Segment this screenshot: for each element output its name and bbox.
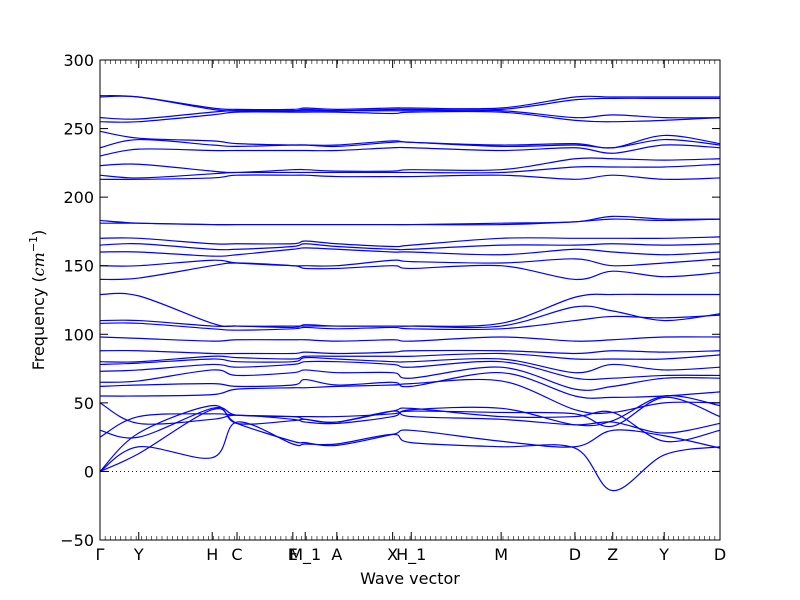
branch-line-20	[99, 247, 721, 257]
x-tick-label: D	[569, 545, 581, 564]
y-tick-label: −50	[60, 531, 94, 550]
branch-line-30	[99, 130, 721, 149]
branch-line-26	[99, 163, 721, 179]
branch-line-27	[99, 157, 721, 174]
branch-line-8	[99, 372, 721, 399]
branch-line-34	[99, 95, 720, 111]
branch-line-12	[99, 352, 721, 363]
branch-line-7	[99, 378, 721, 415]
branch-line-17	[99, 292, 720, 327]
x-tick-label: E	[288, 545, 298, 564]
y-tick-label: 0	[84, 462, 94, 481]
branch-line-18	[99, 262, 721, 281]
y-tick-label: 100	[63, 325, 94, 344]
x-tick-label: H_1	[396, 545, 426, 565]
x-axis-label: Wave vector	[360, 569, 460, 588]
y-tick-label: 300	[63, 51, 94, 70]
x-tick-label: Y	[133, 545, 144, 564]
branch-line-10	[99, 360, 721, 381]
plot-background	[100, 60, 720, 540]
branch-line-25	[99, 174, 721, 181]
x-tick-label: M	[494, 545, 508, 564]
x-minor-ticks	[99, 60, 721, 540]
branch-line-5	[99, 396, 721, 439]
branch-line-9	[99, 366, 721, 391]
x-tick-label: X	[387, 545, 398, 564]
x-tick-label: C	[231, 545, 242, 564]
x-tick-label: Y	[658, 545, 669, 564]
x-tick-label: Γ	[96, 545, 105, 564]
branch-line-21	[99, 243, 721, 251]
branch-line-2	[99, 421, 721, 492]
x-tick-label: H	[206, 545, 218, 564]
x-tick-label: D	[714, 545, 726, 564]
branch-line-11	[99, 356, 721, 374]
y-axis-ticks: −50 0 50 100 150 200 250 300	[60, 51, 720, 550]
x-tick-label: A	[331, 545, 342, 564]
branch-line-19	[99, 258, 721, 267]
y-tick-label: 250	[63, 120, 94, 139]
branch-line-32	[99, 109, 721, 120]
branch-line-28	[99, 144, 721, 157]
branch-line-13	[99, 349, 721, 355]
x-tick-label: M_1	[289, 545, 321, 565]
x-axis-ticks: Γ Y H C EM_1 A XH_1 M D Z Y D	[96, 60, 726, 565]
branch-line-31	[99, 110, 721, 123]
dispersion-branches	[99, 95, 721, 492]
branch-line-22	[99, 236, 721, 248]
branch-line-1	[99, 408, 721, 472]
branch-line-15	[99, 314, 721, 331]
y-tick-label: 150	[63, 257, 94, 276]
y-tick-label: 200	[63, 188, 94, 207]
plot-frame	[99, 59, 721, 541]
y-axis-label: Frequency (cm−1)	[27, 230, 48, 371]
branch-line-6	[99, 395, 721, 427]
branch-line-24	[99, 215, 721, 226]
branch-line-14	[99, 336, 721, 342]
y-tick-label: 50	[74, 394, 94, 413]
branch-line-33	[99, 95, 720, 112]
x-tick-label: Z	[607, 545, 618, 564]
